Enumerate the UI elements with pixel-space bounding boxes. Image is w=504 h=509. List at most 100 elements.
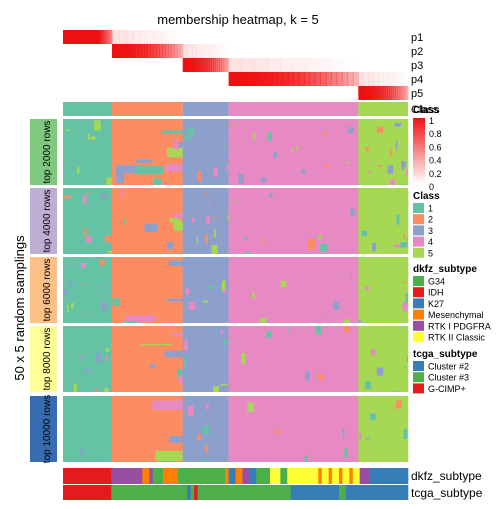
heatmap-noise <box>372 243 376 251</box>
dkfz-annotation-cell <box>249 468 256 484</box>
heatmap-noise <box>275 430 281 434</box>
heatmap-noise <box>154 178 162 185</box>
dkfz-annotation-cell <box>270 468 281 484</box>
heatmap-noise <box>80 358 85 359</box>
tcga-legend-label: G-CIMP+ <box>428 384 466 394</box>
heatmap-noise <box>396 401 402 409</box>
heatmap-noise <box>145 224 158 233</box>
y-axis-label: 50 x 5 random samplings <box>12 235 27 381</box>
heatmap-noise <box>67 129 70 131</box>
tcga-legend-swatch <box>413 361 424 371</box>
dkfz-annotation-cell <box>322 468 329 484</box>
heatmap-noise <box>325 164 329 167</box>
heatmap-noise <box>171 334 182 337</box>
heatmap-noise <box>192 218 195 223</box>
heatmap-noise <box>116 165 140 173</box>
heatmap-noise <box>91 137 96 140</box>
heatmap-block <box>358 119 408 185</box>
heatmap-noise <box>247 403 254 412</box>
membership-cell <box>169 30 177 44</box>
heatmap-noise <box>69 281 71 289</box>
dkfz-legend-label: RTK I PDGFRA <box>428 321 491 331</box>
heatmap-noise <box>395 391 399 392</box>
membership-cell <box>187 44 192 58</box>
heatmap-noise <box>100 461 103 462</box>
membership-cell <box>331 72 337 86</box>
heatmap-noise <box>174 214 183 219</box>
heatmap-noise <box>261 177 266 182</box>
membership-row-label: p2 <box>411 46 423 58</box>
tcga-annotation-cell <box>291 485 340 500</box>
membership-cell <box>261 72 267 86</box>
heatmap-noise <box>305 371 309 380</box>
class-legend-label: 4 <box>428 237 433 247</box>
heatmap-noise <box>184 356 186 367</box>
membership-cell <box>332 58 345 72</box>
membership-cell <box>406 86 409 100</box>
heatmap-noise <box>395 123 401 127</box>
heatmap-noise <box>403 282 406 283</box>
heatmap-noise <box>406 169 407 176</box>
heatmap-noise <box>85 369 91 373</box>
heatmap-noise <box>141 344 172 345</box>
heatmap-noise <box>189 284 191 285</box>
heatmap-noise <box>344 319 350 323</box>
heatmap-noise <box>188 406 194 416</box>
heatmap-noise <box>212 245 218 254</box>
tcga-annotation-cell <box>191 485 195 500</box>
chart-title: membership heatmap, k = 5 <box>157 12 319 27</box>
dkfz-annotation-cell <box>229 468 236 484</box>
heatmap-block <box>112 257 183 323</box>
heatmap-noise <box>174 139 179 149</box>
heatmap-noise <box>333 301 339 309</box>
heatmap-noise <box>95 389 98 392</box>
heatmap-noise <box>183 146 184 148</box>
heatmap-block <box>229 119 359 185</box>
class-legend-title: Class <box>413 191 440 202</box>
heatmap-noise <box>81 263 86 268</box>
membership-cell <box>363 72 368 86</box>
heatmap-noise <box>104 388 108 392</box>
class-legend-label: 3 <box>428 226 433 236</box>
dkfz-annotation-label: dkfz_subtype <box>411 469 482 483</box>
heatmap-noise <box>83 195 87 204</box>
row-group-label: top 6000 rows <box>42 259 53 322</box>
membership-row-bg <box>63 86 408 100</box>
membership-cell <box>373 72 378 86</box>
membership-cell <box>206 44 211 58</box>
heatmap-noise <box>308 239 315 250</box>
dkfz-annotation-cell <box>153 468 164 484</box>
heatmap-noise <box>96 353 101 363</box>
heatmap-block <box>63 119 112 185</box>
heatmap-noise <box>101 194 107 198</box>
membership-cell <box>183 44 188 58</box>
membership-cell <box>299 72 305 86</box>
heatmap-noise <box>94 120 101 130</box>
membership-cell <box>277 72 283 86</box>
heatmap-noise <box>67 305 69 313</box>
membership-cell <box>130 44 133 58</box>
heatmap-noise <box>366 287 369 291</box>
heatmap-noise <box>106 356 108 361</box>
heatmap-noise <box>402 164 405 169</box>
heatmap-noise <box>123 219 126 224</box>
heatmap-noise <box>204 460 208 462</box>
class-legend-swatch <box>413 214 424 224</box>
heatmap-noise <box>186 288 189 294</box>
heatmap-noise <box>111 327 112 330</box>
heatmap-noise <box>221 330 223 335</box>
membership-cell <box>229 72 235 86</box>
heatmap-noise <box>179 375 183 384</box>
heatmap-noise <box>100 259 104 266</box>
membership-cell <box>293 58 306 72</box>
dkfz-legend-label: G34 <box>428 277 445 287</box>
membership-cell <box>136 44 139 58</box>
heatmap-noise <box>267 132 271 140</box>
membership-cell <box>319 58 332 72</box>
membership-cell <box>141 44 144 58</box>
membership-cell <box>304 72 310 86</box>
heatmap-noise <box>116 172 124 183</box>
heatmap-noise <box>400 242 405 248</box>
heatmap-noise <box>167 299 183 302</box>
membership-cell <box>266 72 272 86</box>
